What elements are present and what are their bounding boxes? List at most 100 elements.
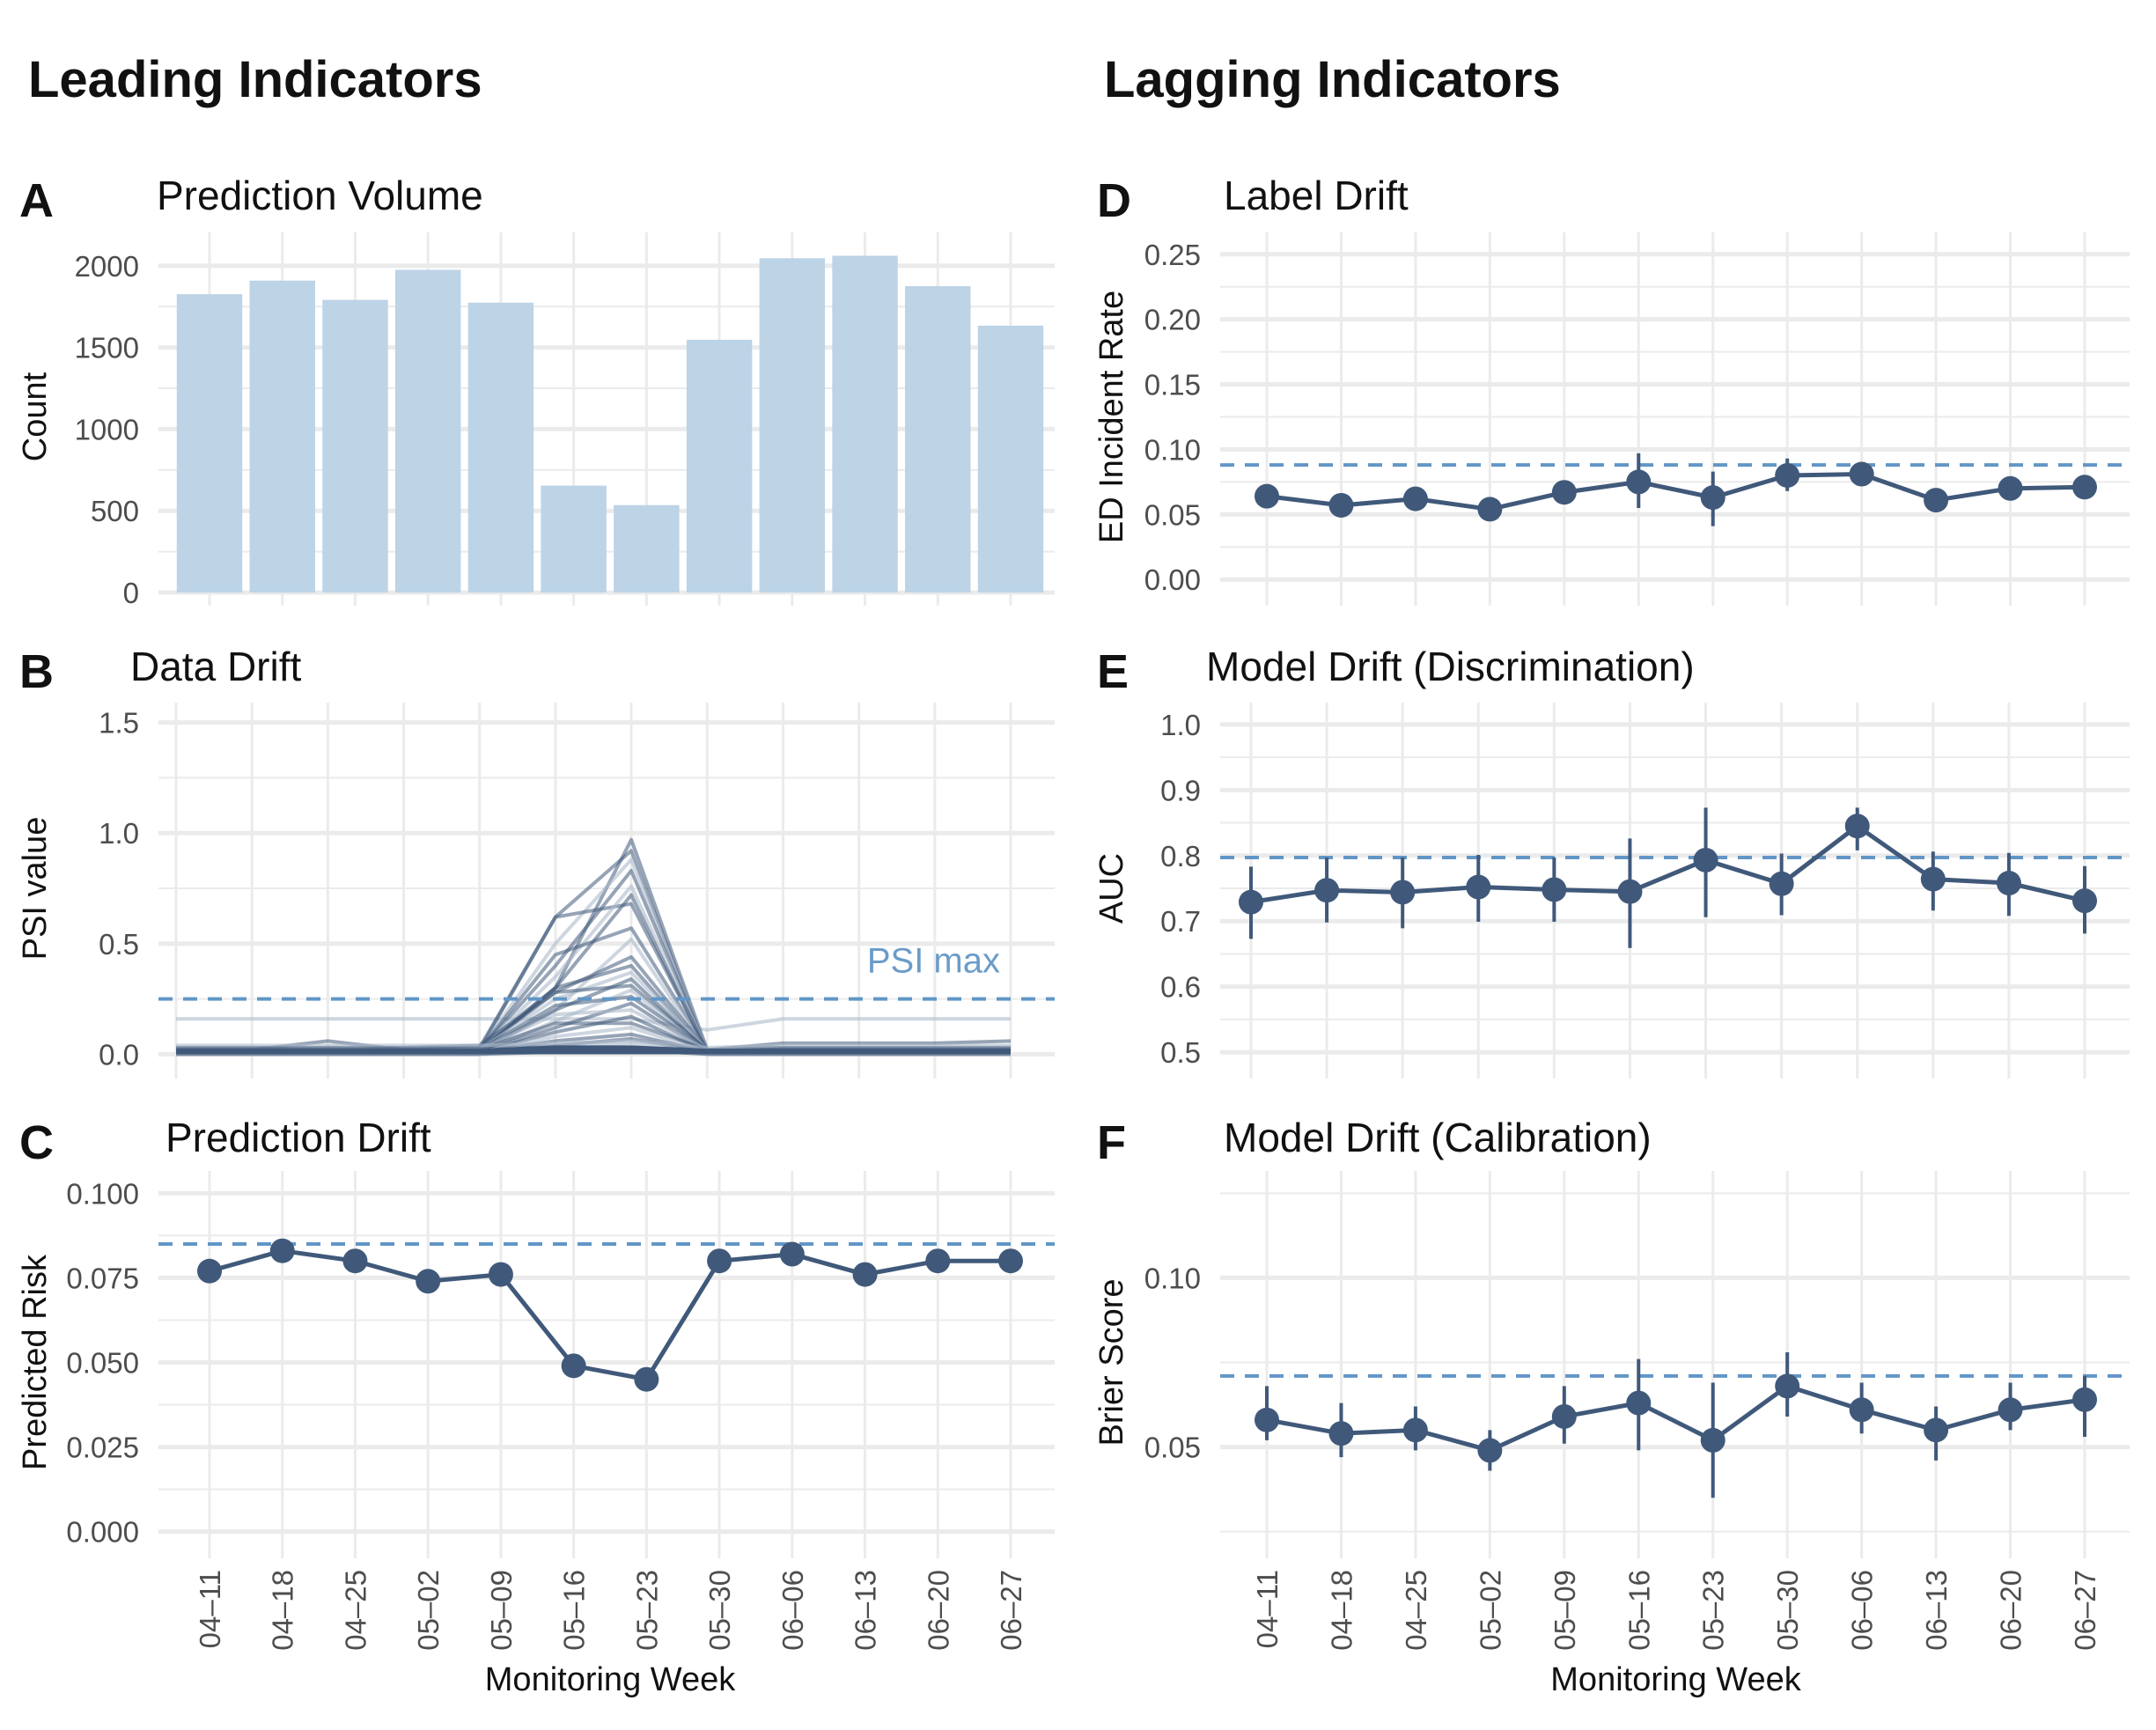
leading-indicators-header: Leading Indicators [28, 51, 482, 108]
series-line [1266, 1383, 2086, 1453]
point-05–02 [416, 1269, 441, 1294]
y-tick-label: 2000 [75, 250, 139, 283]
bar-05–16 [541, 485, 607, 593]
y-tick-label: 0.9 [1160, 774, 1201, 806]
bar-04–11 [176, 294, 243, 593]
y-tick-label: 0.05 [1144, 1432, 1201, 1464]
y-tick-label: 1000 [75, 413, 139, 445]
bar-05–09 [467, 302, 534, 593]
point-05–23 [1700, 485, 1726, 511]
point-06–27 [2072, 1387, 2097, 1412]
y-tick-label: 0.5 [99, 928, 139, 961]
y-tick-label: 0.050 [66, 1347, 139, 1380]
point-06–06 [1849, 461, 1874, 487]
point-05–23 [1693, 847, 1718, 872]
panel-title: Prediction Drift [166, 1115, 431, 1160]
x-tick-label: 04–11 [1251, 1570, 1284, 1648]
panel-tag: A [19, 174, 54, 227]
x-tick-label: 06–06 [776, 1570, 809, 1651]
point-05–30 [707, 1248, 732, 1274]
point-05–30 [1769, 871, 1794, 896]
panel-e: E Model Drift (Discrimination) 0.5 0.6 0.7 0.… [1093, 644, 2130, 1078]
psi-line-feature-15 [176, 983, 1011, 1052]
panel-f: F Model Drift (Calibration) 0.05 0.10 Brier … [1093, 1115, 2130, 1698]
x-tick-label: 06–27 [995, 1570, 1027, 1651]
point-06–27 [998, 1248, 1023, 1274]
point-06–13 [1920, 866, 1946, 892]
point-05–09 [1542, 877, 1567, 902]
x-tick-label: 04–18 [267, 1570, 299, 1651]
panel-d: D Label Drift 0.00 0.05 0.10 0.15 0.20 0.25 ED I… [1093, 173, 2130, 606]
point-04–25 [342, 1248, 368, 1274]
bar-04–25 [322, 299, 388, 593]
point-05–16 [1626, 469, 1652, 495]
y-tick-label: 500 [91, 495, 139, 527]
panel-tag: E [1097, 645, 1129, 698]
point-06–20 [1996, 871, 2021, 896]
panel-c: C Prediction Drift 0.000 0.025 0.050 0.075 0.1… [17, 1115, 1055, 1698]
panel-title: Model Drift (Discrimination) [1206, 644, 1695, 689]
x-tick-label: 05–30 [703, 1570, 736, 1651]
x-tick-label: 05–02 [1474, 1570, 1506, 1651]
psi-dense-band [176, 1045, 1011, 1055]
lagging-indicators-header: Lagging Indicators [1104, 51, 1561, 108]
point-04–11 [1255, 483, 1279, 509]
x-tick-label: 05–23 [1697, 1570, 1730, 1651]
y-tick-label: 0 [123, 577, 139, 609]
psi-line-feature-28 [176, 1039, 1011, 1049]
y-axis-label: Brier Score [1093, 1278, 1130, 1446]
bar-05–02 [394, 269, 461, 593]
point-06–20 [925, 1248, 951, 1274]
point-04–25 [1402, 486, 1428, 512]
panel-title: Model Drift (Calibration) [1224, 1115, 1652, 1160]
y-axis-label: Predicted Risk [17, 1254, 54, 1470]
point-05–09 [488, 1262, 513, 1287]
x-tick-label: 05–02 [412, 1570, 445, 1651]
x-tick-label: 06–27 [2069, 1570, 2101, 1651]
y-axis-label: PSI value [17, 817, 54, 961]
panel-title: Data Drift [130, 644, 301, 689]
point-04–18 [1314, 878, 1340, 903]
bar-06–20 [905, 286, 971, 593]
x-tick-label: 05–16 [1623, 1570, 1655, 1651]
point-04–18 [1328, 492, 1354, 518]
point-06–27 [2072, 888, 2097, 914]
point-05–02 [1466, 874, 1491, 900]
y-tick-label: 1.5 [99, 707, 139, 740]
bar-04–18 [249, 280, 315, 593]
y-tick-label: 0.0 [99, 1038, 139, 1071]
point-05–09 [1551, 1403, 1577, 1429]
bar-05–23 [614, 504, 680, 593]
x-tick-label: 05–16 [558, 1570, 591, 1651]
x-tick-label: 06–06 [1846, 1570, 1879, 1651]
y-tick-label: 0.25 [1144, 239, 1201, 271]
y-tick-label: 1.0 [99, 817, 139, 850]
psi-max-annotation: PSI max [867, 942, 1000, 981]
y-axis-label: AUC [1093, 853, 1130, 924]
y-tick-label: 0.8 [1160, 840, 1201, 872]
point-05–16 [1617, 879, 1643, 904]
point-05–16 [1626, 1390, 1652, 1416]
y-tick-label: 1500 [75, 332, 139, 364]
y-tick-label: 0.10 [1144, 433, 1201, 466]
point-04–11 [197, 1258, 222, 1284]
point-04–25 [1390, 880, 1416, 905]
bar-06–06 [759, 258, 826, 593]
point-06–06 [1844, 813, 1870, 839]
point-06–13 [1924, 1417, 1949, 1443]
panel-title: Label Drift [1224, 173, 1409, 218]
point-04–11 [1239, 889, 1263, 915]
y-tick-label: 0.15 [1144, 369, 1201, 401]
x-tick-label: 06–13 [850, 1570, 882, 1651]
x-axis-label: Monitoring Week [1550, 1661, 1801, 1698]
x-tick-label: 04–18 [1325, 1570, 1358, 1651]
psi-line-feature-1 [176, 1017, 1011, 1032]
x-tick-label: 05–30 [1771, 1570, 1804, 1651]
point-06–20 [1998, 475, 2023, 501]
y-tick-label: 0.7 [1160, 905, 1201, 938]
point-06–13 [1924, 488, 1949, 513]
point-06–06 [779, 1241, 805, 1267]
y-tick-label: 0.10 [1144, 1262, 1201, 1294]
panel-tag: B [19, 645, 54, 698]
